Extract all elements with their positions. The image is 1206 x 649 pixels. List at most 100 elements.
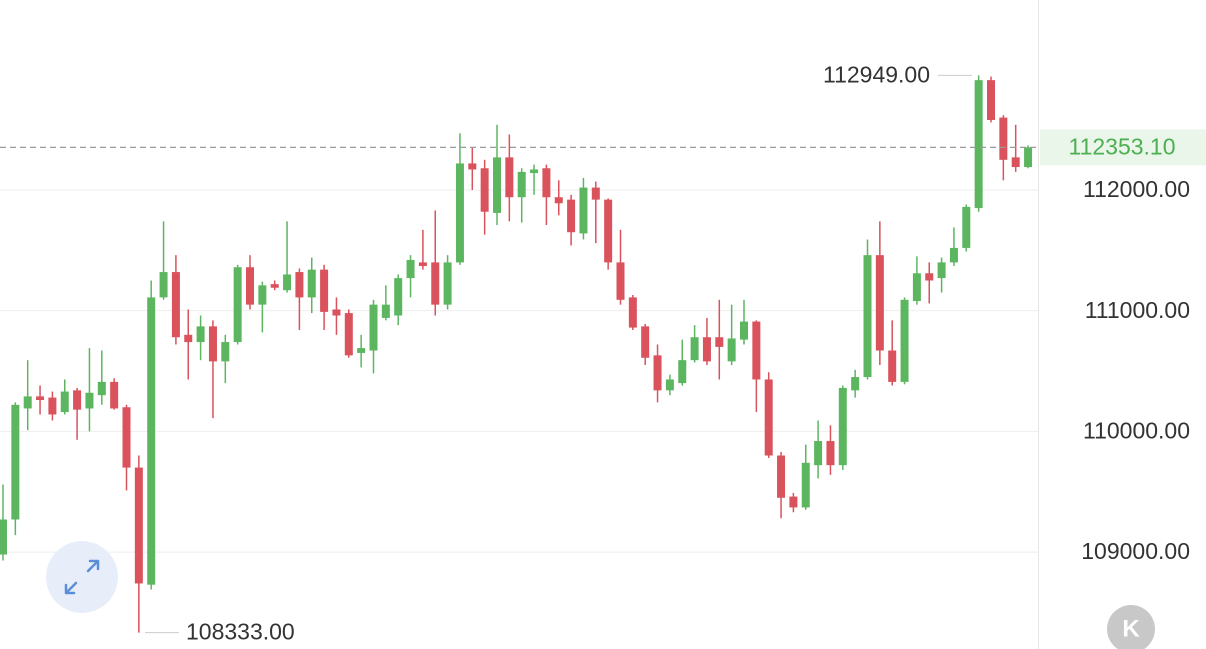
candle-body — [937, 262, 946, 279]
candle-body — [147, 297, 156, 585]
candle-body — [73, 390, 82, 410]
candle-body — [159, 272, 168, 298]
candle-body — [270, 284, 279, 288]
last-price-label: 112353.10 — [1068, 133, 1175, 159]
min-label: 108333.00 — [186, 619, 295, 645]
candle-body — [888, 350, 897, 382]
candle-body — [134, 467, 143, 584]
max-label: 112949.00 — [823, 62, 930, 88]
candle-body — [344, 313, 353, 356]
candle-body — [628, 297, 637, 328]
candle-body — [208, 326, 217, 362]
candle-body — [48, 397, 57, 415]
candle-body — [381, 304, 390, 318]
candle-body — [517, 171, 526, 198]
candle-body — [801, 462, 810, 508]
candle-body — [184, 334, 193, 343]
candle-body — [295, 272, 304, 298]
candle-body — [258, 285, 267, 305]
candle-body — [678, 360, 687, 384]
candle-body — [962, 206, 971, 248]
candle-body — [431, 262, 440, 305]
candle-body — [715, 337, 724, 347]
candle-body — [987, 80, 995, 120]
candle-body — [468, 163, 477, 170]
y-tick-label: 111000.00 — [1085, 297, 1190, 323]
candle-body — [11, 404, 20, 520]
candle-body — [665, 379, 674, 391]
candle-body — [233, 267, 242, 343]
candle-body — [60, 391, 69, 413]
k-button-bg[interactable] — [1107, 605, 1155, 649]
candle-body — [110, 381, 119, 409]
candle-body — [912, 273, 921, 302]
candle-body — [369, 304, 378, 351]
candle-body — [357, 348, 366, 353]
candle-body — [579, 187, 588, 234]
candle-body — [443, 262, 452, 305]
candle-body — [949, 247, 958, 263]
candle-body — [554, 197, 563, 204]
candle-body — [863, 255, 872, 378]
k-button[interactable]: K — [1107, 605, 1155, 649]
expand-button[interactable] — [46, 541, 118, 613]
candle-body — [604, 199, 613, 263]
k-button-label[interactable]: K — [1122, 615, 1140, 642]
candle-body — [925, 273, 934, 281]
y-tick-label: 110000.00 — [1083, 417, 1190, 443]
candle-body — [999, 117, 1008, 160]
candle-body — [616, 262, 625, 300]
candle-body — [826, 441, 835, 466]
candle-body — [641, 326, 650, 358]
candle-body — [740, 321, 748, 340]
y-tick-label: 109000.00 — [1081, 538, 1190, 564]
candle-body — [752, 321, 761, 380]
candle-body — [900, 299, 909, 382]
candle-body — [814, 441, 823, 466]
candle-body — [875, 255, 884, 351]
candle-body — [246, 267, 254, 305]
candle-body — [567, 199, 576, 233]
candle-body — [394, 278, 403, 316]
candle-body — [653, 355, 662, 391]
candle-body — [789, 496, 798, 508]
candle-body — [493, 157, 501, 213]
candle-body — [418, 262, 427, 267]
candle-body — [85, 392, 94, 409]
candle-body — [480, 168, 489, 212]
candle-body — [542, 168, 551, 198]
candle-body — [764, 379, 773, 456]
candle-body — [97, 381, 106, 396]
candle-body — [455, 163, 464, 263]
candle-body — [332, 309, 341, 316]
candle-body — [727, 338, 736, 362]
candle-body — [974, 80, 983, 209]
candle-body — [530, 169, 539, 174]
candle-body — [221, 342, 230, 362]
candle-body — [122, 407, 131, 468]
candle-body — [307, 269, 316, 298]
candle-body — [0, 519, 7, 555]
candle-body — [505, 157, 514, 198]
candle-body — [196, 326, 205, 343]
candle-body — [702, 337, 711, 362]
candle-body — [838, 387, 847, 466]
candle-body — [591, 187, 600, 200]
candle-body — [283, 274, 292, 291]
candle-body — [690, 337, 699, 361]
candle-body — [1024, 147, 1033, 168]
candle-body — [36, 396, 45, 400]
candle-body — [406, 259, 415, 279]
expand-icon[interactable] — [64, 559, 100, 595]
y-tick-label: 112000.00 — [1083, 176, 1190, 202]
candle-body — [171, 272, 180, 338]
candle-body — [851, 377, 860, 391]
candle-body — [1011, 157, 1020, 168]
candle-body — [23, 396, 32, 409]
plot: 109000.00 110000.00 111000.00 112000.00 1123… — [0, 62, 1206, 645]
expand-button-bg[interactable] — [46, 541, 118, 613]
last-price-box — [1040, 129, 1206, 166]
candle-body — [320, 269, 329, 312]
candle-body — [777, 455, 786, 498]
